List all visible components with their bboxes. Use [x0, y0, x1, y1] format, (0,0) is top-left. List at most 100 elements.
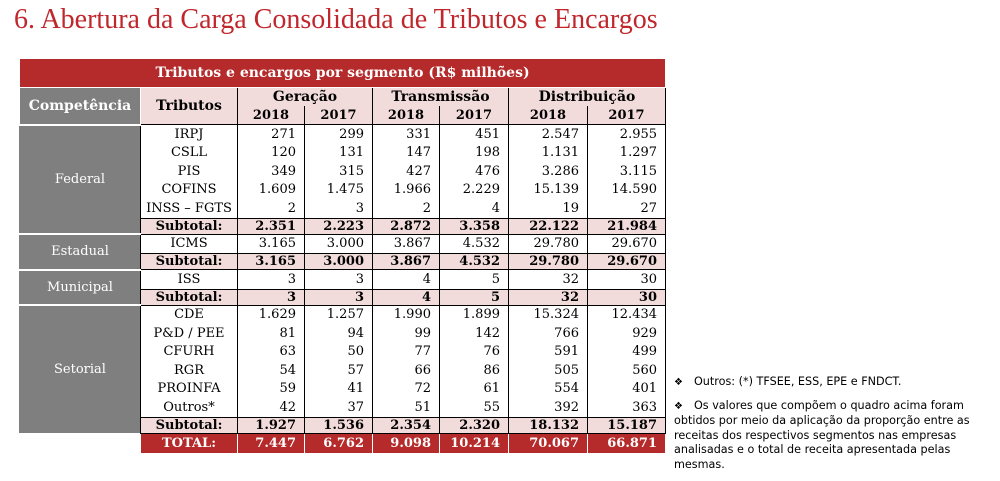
value-cell: 54 [237, 361, 305, 380]
value-cell: 41 [304, 379, 373, 398]
value-cell: 2.547 [508, 124, 588, 144]
value-cell: 349 [237, 162, 305, 181]
subtotal-row: Subtotal: 3 3 4 5 32 30 [20, 288, 667, 306]
value-cell: 29.670 [586, 234, 667, 254]
header-year: 2017 [304, 106, 373, 125]
tributo-label: CDE [140, 305, 238, 324]
value-cell: 1.131 [508, 143, 588, 162]
tributo-label: P&D / PEE [140, 324, 238, 343]
subtotal-value: 4 [372, 288, 440, 306]
value-cell: 63 [237, 342, 305, 361]
table-caption: Tributos e encargos por segmento (R$ mil… [18, 58, 667, 88]
subtotal-value: 1.536 [304, 416, 373, 434]
value-cell: 72 [372, 379, 440, 398]
note-outros: ❖ Outros: (*) TFSEE, ESS, EPE e FNDCT. [674, 375, 996, 391]
value-cell: 30 [586, 269, 667, 289]
value-cell: 55 [439, 398, 509, 417]
header-competencia: Competência [19, 87, 141, 125]
value-cell: 3.867 [372, 234, 440, 254]
value-cell: 3 [304, 199, 373, 218]
value-cell: 120 [237, 143, 305, 162]
subtotal-label: Subtotal: [140, 416, 238, 434]
total-value: 9.098 [372, 432, 440, 454]
value-cell: 32 [508, 269, 588, 289]
value-cell: 1.899 [439, 305, 509, 324]
value-cell: 554 [508, 379, 588, 398]
value-cell: 1.297 [586, 143, 667, 162]
value-cell: 5 [439, 269, 509, 289]
subtotal-label: Subtotal: [140, 253, 238, 270]
value-cell: 1.609 [237, 180, 305, 199]
tributo-label: PIS [140, 162, 238, 181]
value-cell: 1.990 [372, 305, 440, 324]
value-cell: 451 [439, 124, 509, 144]
value-cell: 37 [304, 398, 373, 417]
subtotal-value: 21.984 [586, 217, 667, 235]
value-cell: 315 [304, 162, 373, 181]
total-value: 66.871 [586, 432, 667, 454]
tax-table-container: Tributos e encargos por segmento (R$ mil… [18, 58, 667, 454]
header-year: 2017 [586, 106, 667, 125]
value-cell: 77 [372, 342, 440, 361]
header-year: 2017 [439, 106, 509, 125]
page-title: 6. Abertura da Carga Consolidada de Trib… [14, 4, 658, 35]
note-methodology: ❖ Os valores que compõem o quadro acima f… [674, 399, 996, 473]
note-text: Os valores que compõem o quadro acima fo… [674, 398, 970, 471]
value-cell: 499 [586, 342, 667, 361]
value-cell: 4.532 [439, 234, 509, 254]
tributo-label: COFINS [140, 180, 238, 199]
value-cell: 19 [508, 199, 588, 218]
header-year: 2018 [508, 106, 588, 125]
diamond-bullet-icon: ❖ [674, 377, 683, 388]
value-cell: 929 [586, 324, 667, 343]
table-row: PROINFA 59 41 72 61 554 401 [20, 379, 667, 398]
diamond-bullet-icon: ❖ [674, 400, 683, 412]
subtotal-value: 22.122 [508, 217, 588, 235]
subtotal-value: 3.165 [237, 253, 305, 270]
table-row: Setorial CDE 1.629 1.257 1.990 1.899 15.324 12.… [19, 304, 667, 433]
note-text: Outros: (*) TFSEE, ESS, EPE e FNDCT. [694, 375, 902, 388]
value-cell: 15.324 [508, 305, 588, 324]
header-year: 2018 [372, 106, 440, 125]
value-cell: 66 [372, 361, 440, 380]
value-cell: 505 [508, 361, 588, 380]
value-cell: 15.139 [508, 180, 588, 199]
tributo-label: ISS [140, 269, 238, 289]
tributo-label: PROINFA [140, 379, 238, 398]
value-cell: 1.257 [304, 305, 373, 324]
value-cell: 401 [586, 379, 667, 398]
table-row: Municipal ISS 3 3 4 5 32 30 [19, 268, 667, 305]
subtotal-value: 2.872 [372, 217, 440, 235]
tax-table: Tributos e encargos por segmento (R$ mil… [18, 58, 667, 454]
table-row: Estadual ICMS 3.165 3.000 3.867 4.532 29.780 29… [19, 233, 667, 270]
value-cell: 3.165 [237, 234, 305, 254]
value-cell: 147 [372, 143, 440, 162]
value-cell: 51 [372, 398, 440, 417]
value-cell: 3.000 [304, 234, 373, 254]
subtotal-value: 29.780 [508, 253, 588, 270]
total-spacer [19, 433, 141, 453]
value-cell: 198 [439, 143, 509, 162]
subtotal-row: Subtotal: 2.351 2.223 2.872 3.358 22.122 21.98… [20, 217, 667, 235]
subtotal-row: Subtotal: 3.165 3.000 3.867 4.532 29.780 29.67… [20, 253, 667, 270]
value-cell: 271 [237, 124, 305, 144]
header-segment-geracao: Geração [237, 87, 373, 106]
subtotal-label: Subtotal: [140, 217, 238, 235]
total-row: TOTAL: 7.447 6.762 9.098 10.214 70.067 66.871 [19, 432, 667, 454]
tributo-label: CSLL [140, 143, 238, 162]
subtotal-value: 2.223 [304, 217, 373, 235]
value-cell: 76 [439, 342, 509, 361]
value-cell: 86 [439, 361, 509, 380]
subtotal-value: 30 [586, 288, 667, 306]
subtotal-value: 4.532 [439, 253, 509, 270]
subtotal-value: 3.867 [372, 253, 440, 270]
value-cell: 4 [372, 269, 440, 289]
table-body: Federal IRPJ 271 299 331 451 2.547 2.955 CSLL 120… [19, 123, 667, 454]
value-cell: 12.434 [586, 305, 667, 324]
value-cell: 3.115 [586, 162, 667, 181]
table-row: INSS – FGTS 2 3 2 4 19 27 [20, 199, 667, 218]
value-cell: 81 [237, 324, 305, 343]
subtotal-value: 2.320 [439, 416, 509, 434]
total-value: 10.214 [439, 432, 509, 454]
value-cell: 363 [586, 398, 667, 417]
